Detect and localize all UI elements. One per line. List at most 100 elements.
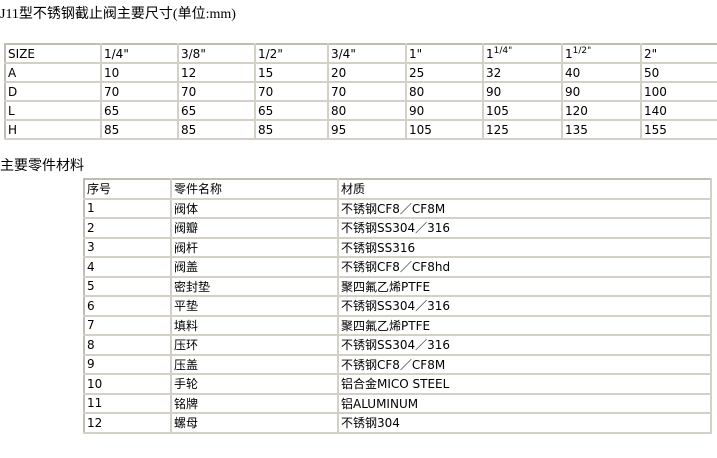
table-cell: 85 xyxy=(177,119,256,140)
parts-header-row: 序号 零件名称 材质 xyxy=(83,178,712,200)
parts-title: 主要零件材料 xyxy=(0,159,84,174)
dimensions-header-cell: SIZE xyxy=(4,43,102,64)
table-cell: 5 xyxy=(83,275,172,297)
table-cell: 不锈钢SS304／316 xyxy=(337,217,712,239)
table-cell: 155 xyxy=(640,119,717,140)
table-cell: 平垫 xyxy=(170,295,339,317)
table-cell: 铝ALUMINUM xyxy=(337,392,712,414)
table-cell: 12 xyxy=(177,62,256,83)
dimensions-header-row: SIZE 1/4" 3/8" 1/2" 3/4" 1" 11/4" 11/2" 2" xyxy=(4,43,717,64)
table-cell: A xyxy=(4,62,102,83)
table-cell: 65 xyxy=(100,100,179,121)
table-cell: 50 xyxy=(640,62,717,83)
table-cell: 12 xyxy=(83,412,172,434)
table-cell: L xyxy=(4,100,102,121)
table-cell: 85 xyxy=(100,119,179,140)
table-cell: 100 xyxy=(640,81,717,102)
header-text: 2" xyxy=(644,46,658,61)
page-title: J11型不锈钢截止阀主要尺寸(单位:mm) xyxy=(0,7,236,22)
table-cell: 40 xyxy=(561,62,642,83)
header-text: 1/2" xyxy=(258,46,283,61)
table-cell: 阀杆 xyxy=(170,236,339,258)
table-row: 7 填料 聚四氟乙烯PTFE xyxy=(83,314,712,336)
parts-header-cell: 序号 xyxy=(83,178,172,200)
table-cell: 聚四氟乙烯PTFE xyxy=(337,275,712,297)
table-cell: 135 xyxy=(561,119,642,140)
table-cell: 85 xyxy=(254,119,329,140)
table-row: 6 平垫 不锈钢SS304／316 xyxy=(83,295,712,317)
table-cell: 105 xyxy=(405,119,484,140)
dimensions-header-cell: 1/2" xyxy=(254,43,329,64)
table-cell: 7 xyxy=(83,314,172,336)
table-cell: H xyxy=(4,119,102,140)
table-cell: 阀体 xyxy=(170,197,339,219)
table-cell: 120 xyxy=(561,100,642,121)
table-cell: 阀瓣 xyxy=(170,217,339,239)
table-cell: 8 xyxy=(83,334,172,356)
table-row: 3 阀杆 不锈钢SS316 xyxy=(83,236,712,258)
table-cell: 70 xyxy=(177,81,256,102)
table-cell: 聚四氟乙烯PTFE xyxy=(337,314,712,336)
table-cell: 95 xyxy=(327,119,407,140)
table-cell: 80 xyxy=(327,100,407,121)
table-cell: D xyxy=(4,81,102,102)
table-cell: 25 xyxy=(405,62,484,83)
table-cell: 20 xyxy=(327,62,407,83)
table-cell: 65 xyxy=(254,100,329,121)
table-row: L 65 65 65 80 90 105 120 140 xyxy=(4,100,717,121)
table-cell: 密封垫 xyxy=(170,275,339,297)
table-cell: 不锈钢SS304／316 xyxy=(337,295,712,317)
parts-header-cell: 零件名称 xyxy=(170,178,339,200)
table-cell: 手轮 xyxy=(170,373,339,395)
parts-table: 序号 零件名称 材质 1 阀体 不锈钢CF8／CF8M 2 阀瓣 不锈钢SS304／316 3 阀杆… xyxy=(83,178,712,434)
header-superscript: 1/2" xyxy=(572,46,592,56)
dimensions-header-cell: 1" xyxy=(405,43,484,64)
table-cell: 105 xyxy=(482,100,563,121)
table-cell: 140 xyxy=(640,100,717,121)
table-cell: 2 xyxy=(83,217,172,239)
table-cell: 90 xyxy=(561,81,642,102)
table-cell: 3 xyxy=(83,236,172,258)
header-text: 1 xyxy=(486,47,494,61)
dimensions-header-cell: 3/4" xyxy=(327,43,407,64)
table-row: 12 螺母 不锈钢304 xyxy=(83,412,712,434)
parts-header-cell: 材质 xyxy=(337,178,712,200)
table-cell: 不锈钢CF8／CF8M xyxy=(337,353,712,375)
dimensions-table: SIZE 1/4" 3/8" 1/2" 3/4" 1" 11/4" 11/2" 2" A 10 12 1… xyxy=(4,43,717,140)
table-cell: 压环 xyxy=(170,334,339,356)
header-text: 3/4" xyxy=(331,46,356,61)
header-text: 3/8" xyxy=(181,46,206,61)
table-cell: 10 xyxy=(100,62,179,83)
table-row: 4 阀盖 不锈钢CF8／CF8hd xyxy=(83,256,712,278)
table-row: 10 手轮 铝合金MICO STEEL xyxy=(83,373,712,395)
table-cell: 螺母 xyxy=(170,412,339,434)
table-cell: 80 xyxy=(405,81,484,102)
dimensions-header-cell: 3/8" xyxy=(177,43,256,64)
header-text: 1 xyxy=(565,47,573,61)
table-cell: 10 xyxy=(83,373,172,395)
table-cell: 70 xyxy=(327,81,407,102)
header-text: 1" xyxy=(409,46,423,61)
table-cell: 阀盖 xyxy=(170,256,339,278)
table-cell: 70 xyxy=(254,81,329,102)
table-row: 8 压环 不锈钢SS304／316 xyxy=(83,334,712,356)
table-cell: 填料 xyxy=(170,314,339,336)
table-cell: 压盖 xyxy=(170,353,339,375)
table-cell: 不锈钢304 xyxy=(337,412,712,434)
dimensions-header-cell: 2" xyxy=(640,43,717,64)
dimensions-header-cell: 11/4" xyxy=(482,43,563,64)
dimensions-header-cell: 11/2" xyxy=(561,43,642,64)
header-text: 1/4" xyxy=(104,46,129,61)
table-cell: 1 xyxy=(83,197,172,219)
table-cell: 不锈钢SS304／316 xyxy=(337,334,712,356)
header-superscript: 1/4" xyxy=(493,46,513,56)
table-cell: 90 xyxy=(482,81,563,102)
table-cell: 90 xyxy=(405,100,484,121)
table-row: 2 阀瓣 不锈钢SS304／316 xyxy=(83,217,712,239)
table-cell: 9 xyxy=(83,353,172,375)
table-row: A 10 12 15 20 25 32 40 50 xyxy=(4,62,717,83)
table-cell: 32 xyxy=(482,62,563,83)
table-cell: 铭牌 xyxy=(170,392,339,414)
table-row: 11 铭牌 铝ALUMINUM xyxy=(83,392,712,414)
table-cell: 11 xyxy=(83,392,172,414)
